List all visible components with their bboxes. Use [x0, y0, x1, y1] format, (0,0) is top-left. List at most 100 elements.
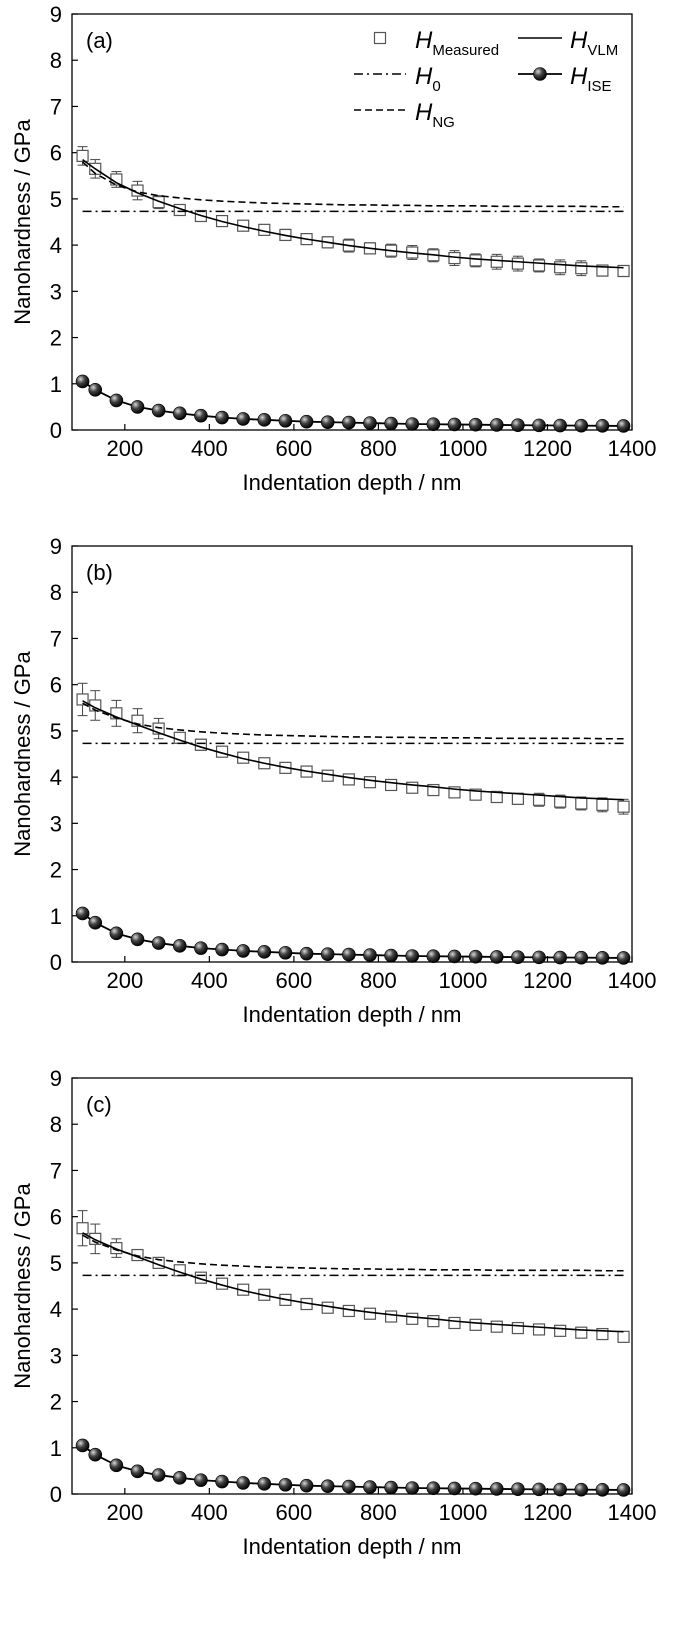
data-point-sphere	[278, 1477, 293, 1492]
data-point-sphere	[299, 946, 314, 961]
series-line	[82, 161, 624, 208]
data-point-sphere	[342, 1479, 356, 1494]
x-tick-label: 800	[360, 968, 397, 993]
data-point-square	[152, 722, 165, 735]
y-tick-label: 8	[50, 1112, 62, 1137]
data-point-sphere	[215, 1474, 229, 1489]
legend-item-vlm: HVLM	[518, 27, 618, 59]
data-point-sphere	[616, 951, 631, 965]
y-tick-label: 3	[50, 279, 62, 304]
series-line	[82, 1234, 624, 1272]
data-point-sphere	[151, 936, 166, 950]
legend-label: HMeasured	[415, 27, 499, 59]
data-point-sphere	[75, 1438, 90, 1453]
data-point-square	[596, 264, 609, 277]
x-tick-label: 400	[191, 436, 228, 461]
y-tick-label: 8	[50, 580, 62, 605]
data-point-sphere	[109, 1458, 124, 1473]
panel-label: (b)	[86, 560, 113, 585]
data-point-sphere	[130, 400, 145, 414]
x-axis-label: Indentation depth / nm	[243, 1534, 462, 1559]
y-tick-label: 0	[50, 418, 62, 443]
y-tick-label: 8	[50, 48, 62, 73]
data-point-sphere	[532, 418, 546, 433]
data-point-square	[532, 259, 546, 272]
y-tick-label: 1	[50, 1436, 62, 1461]
x-tick-label: 200	[106, 436, 143, 461]
data-point-sphere	[363, 948, 377, 962]
data-point-sphere	[595, 950, 610, 965]
data-point-sphere	[574, 418, 589, 433]
data-point-square	[342, 1304, 355, 1318]
series-ise	[75, 1438, 631, 1497]
data-point-sphere	[236, 1476, 250, 1490]
data-point-sphere	[384, 948, 398, 963]
series-ng	[82, 1234, 624, 1272]
data-point-square	[406, 1312, 419, 1325]
data-point-sphere	[320, 1479, 335, 1493]
x-tick-label: 600	[276, 436, 313, 461]
x-tick-label: 600	[276, 968, 313, 993]
plot-frame	[71, 1077, 633, 1495]
series-ng	[82, 161, 624, 208]
x-tick-label: 800	[360, 436, 397, 461]
data-point-sphere	[447, 417, 462, 432]
y-tick-label: 6	[50, 141, 62, 166]
legend-label: H0	[415, 63, 441, 95]
data-point-sphere	[151, 1468, 166, 1482]
chart-panel: 0 1 2 3 4 5 6 7 8 9 200 400 600 800 1000 1200 1400 Indent…	[10, 534, 656, 1027]
data-point-square	[152, 196, 165, 209]
data-point-sphere	[236, 412, 250, 426]
data-point-square	[596, 1327, 609, 1341]
series-vlm	[82, 700, 624, 801]
data-point-square	[342, 773, 355, 786]
y-tick-label: 1	[50, 372, 62, 397]
data-point-sphere	[130, 1464, 145, 1479]
data-point-square	[575, 262, 588, 275]
y-tick-label: 4	[50, 765, 62, 790]
data-point-sphere	[553, 418, 567, 433]
series-ise	[75, 906, 631, 965]
data-point-sphere	[75, 374, 90, 389]
data-point-sphere	[257, 413, 272, 427]
data-point-sphere	[574, 950, 589, 965]
data-point-square	[110, 707, 123, 720]
data-point-sphere	[489, 418, 504, 432]
data-point-sphere	[616, 1483, 631, 1497]
y-tick-label: 3	[50, 1343, 62, 1368]
legend-item-h0: H0	[354, 63, 441, 95]
data-point-square	[511, 792, 524, 805]
chart-panel: 0 1 2 3 4 5 6 7 8 9 200 400 600 800 1000 1200 1400 Indent…	[10, 2, 656, 495]
data-point-sphere	[426, 949, 441, 964]
legend-label-main: H	[415, 63, 433, 90]
x-tick-label: 400	[191, 1500, 228, 1525]
legend-label-main: H	[415, 99, 433, 126]
y-tick-label: 9	[50, 1066, 62, 1091]
legend-item-ise: HISE	[518, 63, 612, 95]
legend-label-sub: VLM	[587, 42, 618, 59]
legend-symbol	[533, 67, 547, 81]
data-point-sphere	[194, 1473, 208, 1487]
x-tick-label: 600	[276, 1500, 313, 1525]
data-point-sphere	[299, 1478, 314, 1493]
y-tick-label: 0	[50, 1482, 62, 1507]
data-point-sphere	[468, 417, 483, 432]
x-axis-label: Indentation depth / nm	[243, 1002, 462, 1027]
data-point-square	[110, 1241, 123, 1255]
data-point-sphere	[532, 950, 546, 965]
data-point-square	[490, 255, 503, 268]
y-tick-label: 7	[50, 626, 62, 651]
data-point-sphere	[511, 1482, 525, 1496]
data-point-sphere	[405, 1481, 420, 1495]
y-axis-label: Nanohardness / GPa	[10, 651, 35, 857]
data-point-sphere	[109, 393, 124, 408]
data-point-sphere	[320, 947, 335, 961]
y-tick-label: 5	[50, 719, 62, 744]
data-point-sphere	[553, 1482, 567, 1497]
y-tick-label: 9	[50, 534, 62, 559]
data-point-square	[532, 793, 546, 806]
data-point-square	[363, 1307, 377, 1320]
data-point-sphere	[384, 416, 398, 431]
series-line	[82, 1232, 624, 1333]
series-line	[82, 158, 624, 269]
